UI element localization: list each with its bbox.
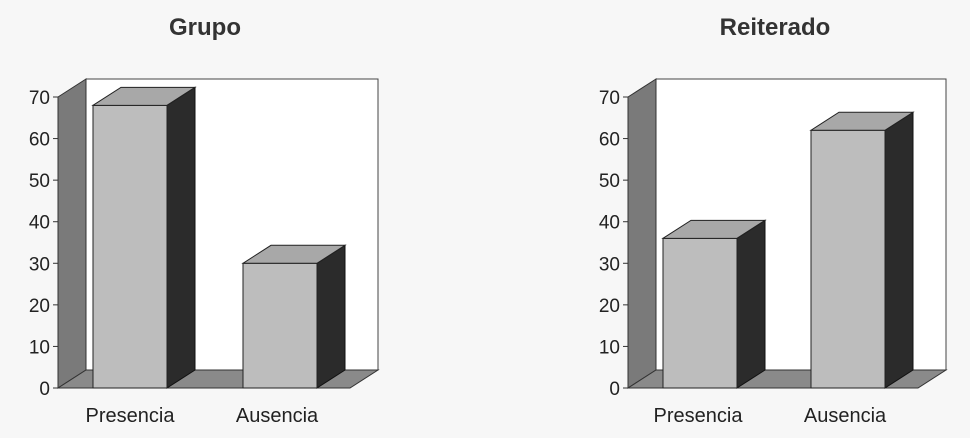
y-tick-label: 60 (599, 130, 620, 151)
y-tick-label: 50 (599, 171, 620, 192)
bar-front (242, 262, 318, 389)
bar-side (736, 219, 766, 389)
bar-top (91, 86, 197, 106)
y-tick-label: 10 (29, 337, 50, 358)
bar-ausencia (241, 244, 347, 389)
bar-top (241, 244, 347, 264)
y-tick-label: 10 (599, 337, 620, 358)
bar-top (809, 111, 915, 131)
bar-front (810, 129, 886, 389)
x-tick-label: Ausencia (236, 405, 319, 427)
y-tick-label: 20 (599, 296, 620, 317)
chart-title-grupo: Grupo (169, 14, 241, 41)
y-tick-label: 20 (29, 296, 50, 317)
chart-1: 0 10 20 30 40 50 60 70 Presencia Ausencia (599, 78, 948, 427)
bar-top (661, 219, 767, 239)
side-wall (627, 78, 657, 389)
bar-front (662, 237, 738, 389)
bar-side (884, 111, 914, 389)
bar-presencia (91, 86, 197, 389)
y-tick-label: 40 (599, 213, 620, 234)
y-tick-label: 30 (599, 254, 620, 275)
y-tick-label: 0 (39, 379, 50, 400)
x-tick-label: Presencia (86, 405, 176, 427)
y-tick-label: 50 (29, 171, 50, 192)
y-tick-label: 70 (29, 88, 50, 109)
x-tick-label: Ausencia (804, 405, 887, 427)
y-tick-label: 0 (609, 379, 620, 400)
bar-side (316, 244, 346, 389)
y-tick-label: 40 (29, 213, 50, 234)
y-tick-label: 60 (29, 130, 50, 151)
bar-front (92, 104, 168, 389)
x-tick-label: Presencia (654, 405, 744, 427)
chart-0: 0 10 20 30 40 50 60 70 Presencia Ausencia (29, 78, 380, 427)
y-tick-label: 30 (29, 254, 50, 275)
bar-side (166, 86, 196, 389)
chart-title-reiterado: Reiterado (719, 14, 831, 41)
side-wall (57, 78, 87, 389)
bar-presencia (661, 219, 767, 389)
bar-ausencia (809, 111, 915, 389)
y-tick-label: 70 (599, 88, 620, 109)
